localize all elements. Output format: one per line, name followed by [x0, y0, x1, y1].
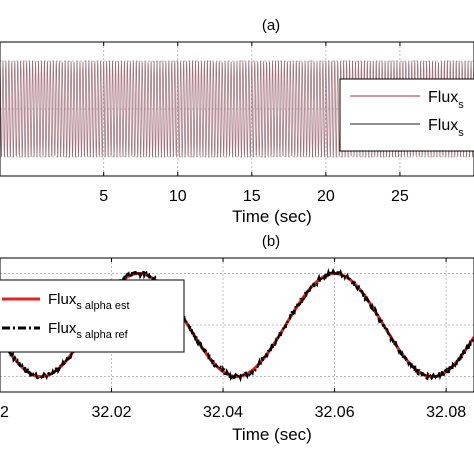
panel-a-ticks: 5 10 15 20 25	[99, 42, 409, 205]
x-tick-label: 25	[391, 188, 409, 205]
panel-a-frame	[0, 41, 474, 177]
x-tick-label: 32.08	[426, 404, 466, 421]
panel-b-frame	[0, 257, 474, 393]
panel-a-xlabel: Time (sec)	[232, 207, 312, 226]
x-tick-label: 20	[317, 188, 335, 205]
x-tick-label: 15	[243, 188, 261, 205]
x-tick-label: 32.04	[203, 404, 243, 421]
x-tick-label: 32.06	[315, 404, 355, 421]
panel-b: (b) 32 32.02 32.04 32.06 32.08 Fluxs alpha e…	[0, 233, 474, 444]
x-tick-label: 32.02	[92, 404, 132, 421]
panel-a-legend: Fluxs Fluxs	[339, 78, 474, 152]
panel-a: (a) 5 10 15 20 25 Fluxs Fluxs Time (sec)	[0, 17, 474, 226]
x-tick-label: 5	[99, 188, 108, 205]
panel-a-legend-label-2: Fluxs	[428, 117, 464, 139]
panel-a-legend-label-1: Fluxs	[428, 89, 464, 111]
x-tick-label: 32	[0, 404, 9, 421]
series-line-2	[0, 267, 474, 383]
panel-b-xlabel: Time (sec)	[232, 425, 312, 444]
panel-b-title: (b)	[262, 233, 280, 250]
panel-a-grid	[0, 42, 474, 176]
panel-a-legend-box	[339, 78, 474, 152]
panel-b-legend: Fluxs alpha est Fluxs alpha ref	[0, 279, 185, 353]
panel-b-legend-label-1: Fluxs alpha est	[48, 291, 130, 312]
x-tick-label: 10	[169, 188, 187, 205]
panel-b-legend-label-2: Fluxs alpha ref	[48, 320, 129, 341]
panel-b-ticks: 32 32.02 32.04 32.06 32.08	[0, 258, 466, 421]
panel-b-legend-box	[0, 279, 185, 353]
panel-a-title: (a)	[262, 17, 280, 34]
